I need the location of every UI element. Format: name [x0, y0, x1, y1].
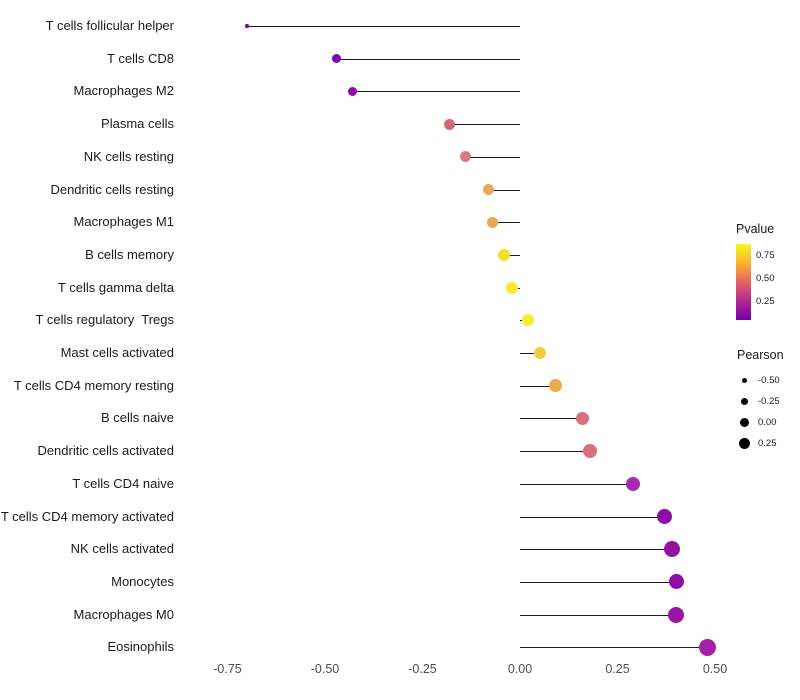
- lollipop-stem: [336, 58, 520, 60]
- lollipop-dot: [626, 476, 641, 491]
- pvalue-gradient-row: 0.75 0.50 0.25: [736, 244, 798, 320]
- x-tick-label: 0.25: [605, 662, 630, 676]
- pearson-legend-item: -0.25: [737, 391, 799, 412]
- lollipop-dot: [347, 86, 357, 96]
- pvalue-gradient-bar: [736, 244, 751, 320]
- category-label: T cells regulatory Tregs: [35, 312, 174, 328]
- lollipop-stem: [520, 549, 673, 551]
- pearson-size-label: -0.50: [758, 375, 780, 386]
- lollipop-stem: [504, 254, 520, 256]
- lollipop-stem: [520, 581, 676, 583]
- lollipop-stem: [520, 614, 676, 616]
- pearson-legend-title: Pearson: [737, 348, 784, 362]
- category-label: Macrophages M2: [73, 83, 174, 99]
- category-label: NK cells activated: [70, 541, 174, 557]
- pvalue-legend: Pvalue 0.75 0.50 0.25: [736, 222, 798, 320]
- pearson-dot-box: [737, 416, 751, 430]
- category-label: T cells CD4 memory resting: [13, 377, 174, 393]
- x-tick-label: 0.00: [507, 662, 533, 676]
- pearson-legend-item: 0.25: [737, 433, 799, 454]
- lollipop-stem: [449, 124, 520, 126]
- category-label: NK cells resting: [83, 148, 174, 164]
- category-label: Dendritic cells resting: [50, 181, 174, 197]
- pvalue-tick-label: 0.50: [756, 273, 775, 284]
- lollipop-dot: [664, 541, 681, 558]
- category-label: B cells naive: [101, 410, 174, 426]
- pearson-size-dot: [740, 398, 748, 405]
- pvalue-tick-label: 0.25: [756, 296, 775, 307]
- lollipop-dot: [459, 151, 471, 163]
- x-tick-label: -0.50: [310, 662, 340, 676]
- category-label: Macrophages M0: [73, 606, 174, 622]
- lollipop-dot: [698, 638, 716, 656]
- pearson-legend-items: -0.50 -0.25 0.00 0.25: [737, 370, 799, 454]
- lollipop-dot: [533, 347, 546, 359]
- pearson-dot-box: [737, 395, 751, 409]
- category-label: T cells follicular helper: [45, 18, 174, 33]
- lollipop-dot: [656, 509, 672, 524]
- category-label: Monocytes: [111, 573, 174, 589]
- pearson-size-label: 0.00: [758, 417, 777, 428]
- lollipop-stem: [492, 222, 520, 224]
- lollipop-stem: [520, 418, 583, 420]
- lollipop-dot: [583, 444, 598, 459]
- lollipop-dot: [575, 411, 589, 425]
- lollipop-dot: [521, 314, 534, 327]
- lollipop-dot: [483, 184, 495, 195]
- pearson-size-dot: [741, 378, 747, 383]
- category-label: B cells memory: [85, 246, 174, 262]
- category-label: Mast cells activated: [60, 345, 174, 360]
- pvalue-tick-label: 0.75: [756, 250, 775, 261]
- lollipop-stem: [465, 156, 520, 158]
- x-tick-label: -0.25: [408, 662, 437, 676]
- lollipop-dot: [548, 379, 562, 393]
- category-label: T cells CD4 naive: [72, 475, 174, 491]
- category-label: T cells gamma delta: [57, 279, 174, 295]
- lollipop-stem: [520, 647, 708, 649]
- pearson-dot-box: [737, 374, 751, 388]
- category-label: Dendritic cells activated: [37, 443, 174, 459]
- pearson-dot-box: [737, 437, 751, 451]
- pearson-size-dot: [738, 438, 750, 449]
- lollipop-stem: [520, 483, 634, 485]
- lollipop-stem: [488, 189, 520, 191]
- lollipop-dot: [487, 216, 499, 228]
- pearson-legend: Pearson -0.50 -0.25 0.00 0.25: [737, 348, 799, 454]
- pearson-size-label: 0.25: [758, 438, 777, 449]
- lollipop-dot: [332, 54, 342, 64]
- pearson-legend-item: -0.50: [737, 370, 799, 391]
- lollipop-dot: [668, 606, 684, 623]
- x-tick-label: -0.75: [213, 662, 242, 676]
- lollipop-stem: [520, 451, 591, 453]
- pearson-size-label: -0.25: [758, 396, 780, 407]
- pearson-legend-item: 0.00: [737, 412, 799, 433]
- category-label: Eosinophils: [107, 639, 175, 655]
- category-label: Plasma cells: [101, 116, 174, 132]
- pearson-size-dot: [739, 418, 749, 427]
- lollipop-dot: [498, 248, 511, 261]
- category-label: T cells CD4 memory activated: [0, 508, 174, 524]
- category-label: Macrophages M1: [73, 214, 174, 230]
- pvalue-legend-title: Pvalue: [736, 222, 775, 236]
- lollipop-dot: [245, 24, 249, 28]
- category-label: T cells CD8: [107, 50, 174, 66]
- lollipop-dot: [444, 118, 456, 130]
- lollipop-stem: [352, 91, 520, 93]
- lollipop-dot: [506, 281, 519, 294]
- lollipop-stem: [247, 26, 520, 27]
- lollipop-stem: [520, 353, 540, 354]
- x-tick-label: 0.50: [702, 662, 728, 676]
- lollipop-stem: [520, 385, 556, 387]
- lollipop-stem: [520, 516, 665, 518]
- lollipop-dot: [668, 574, 684, 590]
